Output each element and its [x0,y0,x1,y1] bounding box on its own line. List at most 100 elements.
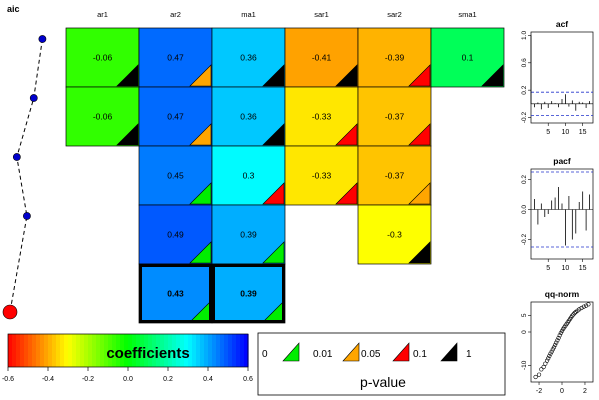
pvalue-marker [408,241,431,264]
coefficient-value: 0.47 [167,53,184,63]
qqnorm-point [549,349,554,354]
coefficient-value: -0.3 [387,230,402,240]
qqnorm-point [555,338,560,343]
pacf-x-tick-label: 10 [562,265,570,272]
colorbar-tick-label: 0.4 [203,376,213,383]
aic-title: aic [7,4,20,14]
aic-point [29,94,38,102]
acf-x-tick-label: 10 [562,129,570,136]
pvalue-marker [189,64,212,87]
colorbar-swatch [204,334,209,367]
colorbar-swatch [140,334,145,367]
colorbar-swatch [108,334,113,367]
colorbar-tick-label: 0.0 [123,376,133,383]
qqnorm-point [586,302,591,307]
pvalue-marker [408,182,431,205]
qqnorm-frame [530,301,594,383]
colorbar-tick-label: -0.4 [42,376,54,383]
aic-point [12,153,21,161]
colorbar-swatch [112,334,117,367]
qqnorm-point [558,330,563,336]
colorbar-swatch [8,334,13,367]
coefficient-value: 0.1 [462,53,474,63]
pacf-y-tick-label: -0.2 [521,234,528,246]
coefficient-value: 0.43 [167,289,184,299]
pacf-y-tick-label: 0.2 [521,175,528,184]
colorbar-swatch [116,334,121,367]
colorbar-swatch [208,334,213,367]
coefficient-value: -0.37 [385,171,405,181]
pvalue-marker [481,64,504,87]
pvalue-marker [262,241,285,264]
coefficient-value: 0.3 [243,171,255,181]
colorbar-swatch [176,334,181,367]
qqnorm-point [572,310,577,316]
colorbar-swatch [168,334,173,367]
qqnorm-point [581,304,586,309]
colorbar-swatch [192,334,197,367]
qqnorm-title: qq-norm [545,289,580,299]
qqnorm-x-tick-label: 0 [560,388,564,395]
column-label: sar1 [314,10,329,19]
colorbar-swatch [236,334,241,367]
pacf-frame [530,168,594,260]
qqnorm-x-tick-label: 2 [583,388,587,395]
coefficient-value: 0.39 [240,230,257,240]
coefficient-value: 0.49 [167,230,184,240]
colorbar-swatch [124,334,129,367]
colorbar-swatch [228,334,233,367]
pvalue-level-label: 0.05 [361,349,381,360]
colorbar-swatch [200,334,205,367]
colorbar-swatch [224,334,229,367]
acf-title: acf [556,19,568,29]
pvalue-level-label: 0 [262,349,268,360]
pvalue-marker [189,123,212,146]
colorbar-swatch [132,334,137,367]
column-label: ma1 [241,10,256,19]
qqnorm-point [541,364,546,370]
coefficient-value: -0.33 [312,171,332,181]
colorbar-swatch [12,334,17,367]
qqnorm-point [551,345,557,350]
qqnorm-point [559,328,565,334]
qqnorm-x-tick-label: -2 [536,388,542,395]
column-label: ar1 [97,10,108,19]
aic-line [9,38,43,313]
coefficient-value: 0.39 [240,289,257,299]
best-model-highlight [139,264,212,323]
coefficient-value: 0.47 [167,112,184,122]
qqnorm-point [554,340,559,345]
pvalue-marker [335,182,358,205]
colorbar-swatch [128,334,133,367]
pacf-y-tick-label: 0.0 [521,205,528,214]
pvalue-marker [408,123,431,146]
pvalue-level-label: 0.1 [413,349,427,360]
acf-y-tick-label: 1.0 [521,31,528,40]
coefficient-value: 0.36 [240,112,257,122]
column-label: sar2 [387,10,402,19]
pvalue-marker [335,123,358,146]
colorbar-swatch [84,334,89,367]
colorbar-swatch [212,334,217,367]
pvalue-marker [262,123,285,146]
qqnorm-point [577,307,582,312]
colorbar-swatch [240,334,245,367]
acf-frame [530,31,594,124]
colorbar-swatch [72,334,77,367]
colorbar-swatch [40,334,45,367]
acf-y-tick-label: 0.2 [521,85,528,94]
pvalue-marker [116,123,139,146]
colorbar-swatch [220,334,225,367]
colorbar-swatch [148,334,153,367]
pvalue-legend-title: p-value [360,374,406,390]
colorbar-swatch [80,334,85,367]
qqnorm-point [553,342,558,348]
colorbar-swatch [52,334,57,367]
pvalue-marker [262,64,285,87]
pvalue-marker [116,64,139,87]
best-model-highlight [212,264,285,323]
colorbar-swatch [60,334,65,367]
colorbar-swatch [68,334,73,367]
colorbar-swatch [216,334,221,367]
